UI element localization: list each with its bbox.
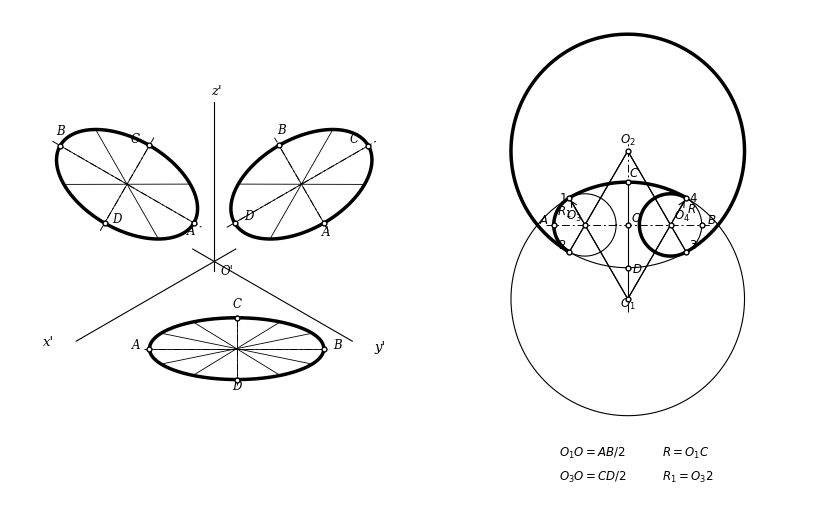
Text: $B$: $B$ — [706, 214, 716, 227]
Text: x': x' — [43, 336, 54, 349]
Text: D: D — [243, 210, 252, 224]
Text: $C$: $C$ — [629, 167, 639, 180]
Text: z': z' — [212, 84, 222, 98]
Text: C: C — [349, 133, 359, 146]
Text: A: A — [132, 339, 140, 352]
Text: $O_3$: $O_3$ — [565, 209, 581, 224]
Text: $O_4$: $O_4$ — [673, 209, 689, 224]
Text: $A$: $A$ — [538, 214, 548, 227]
Text: $1$: $1$ — [558, 192, 567, 205]
Text: B: B — [277, 124, 285, 138]
Text: $O_1$: $O_1$ — [619, 297, 635, 312]
Text: C: C — [232, 298, 241, 311]
Text: B: B — [56, 124, 64, 138]
Text: $O_1O = AB/2$
$O_3O = CD/2$: $O_1O = AB/2$ $O_3O = CD/2$ — [558, 446, 626, 485]
Text: $D$: $D$ — [631, 263, 641, 276]
Text: $4$: $4$ — [688, 192, 697, 205]
Text: $O_2$: $O_2$ — [619, 133, 635, 148]
Text: $R$: $R$ — [686, 203, 695, 216]
Text: C: C — [131, 133, 140, 146]
Text: A: A — [187, 226, 196, 238]
Text: D: D — [112, 213, 121, 226]
Text: D: D — [232, 379, 241, 393]
Text: A: A — [322, 226, 330, 239]
Text: $R_1$: $R_1$ — [557, 204, 571, 219]
Text: $R = O_1C$
$R_1 = O_3 2$: $R = O_1C$ $R_1 = O_3 2$ — [661, 446, 712, 485]
Text: y': y' — [374, 341, 385, 354]
Text: $O$: $O$ — [630, 212, 641, 225]
Text: $2$: $2$ — [557, 239, 565, 252]
Text: B: B — [333, 339, 341, 352]
Text: $3$: $3$ — [689, 239, 697, 252]
Text: O': O' — [220, 265, 232, 278]
